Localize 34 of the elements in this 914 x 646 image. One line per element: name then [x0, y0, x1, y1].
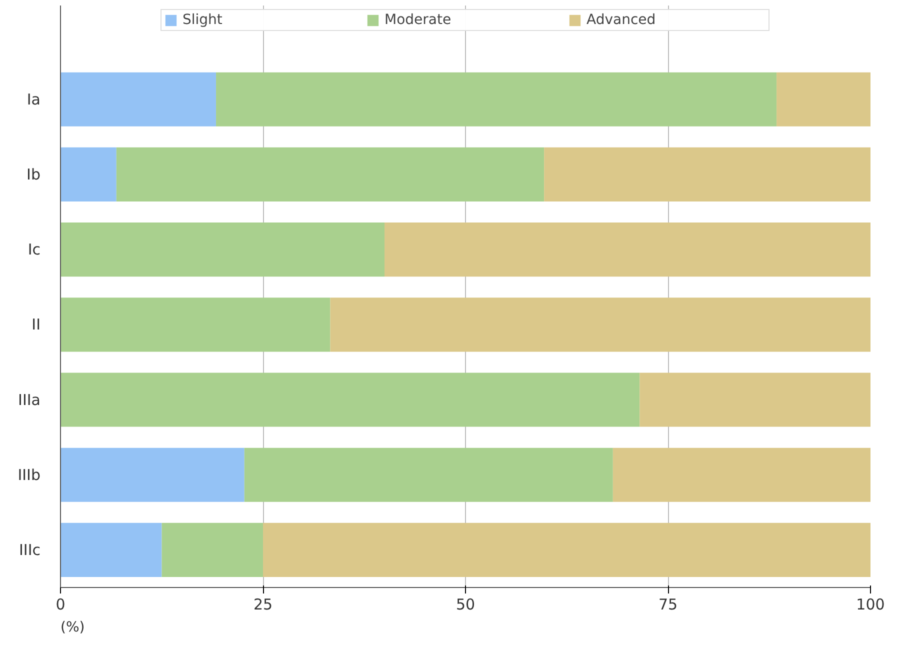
y-tick-label: II: [32, 316, 41, 334]
legend-label: Moderate: [384, 12, 452, 28]
bar: [60, 522, 162, 577]
y-tick-label: IIIa: [18, 390, 41, 409]
x-tick-label: 100: [856, 596, 885, 614]
bar: [216, 72, 777, 126]
x-tick-label: 50: [456, 596, 476, 614]
bar: [60, 448, 244, 502]
y-tick-label: Ia: [26, 90, 41, 108]
bar: [162, 522, 263, 577]
x-tick-label: 25: [253, 596, 273, 614]
bar: [544, 147, 870, 202]
bar: [116, 147, 544, 202]
x-tick-label: 0: [56, 596, 66, 614]
bar: [612, 448, 870, 502]
bar: [60, 72, 216, 126]
y-tick-label: Ic: [28, 240, 40, 259]
legend-label: Slight: [182, 12, 224, 28]
legend-label: Advanced: [586, 12, 657, 28]
bar: [60, 298, 330, 352]
bar: [640, 372, 870, 427]
y-tick-label: IIIb: [18, 466, 41, 484]
bar: [60, 222, 384, 277]
bar: [263, 522, 870, 577]
x-axis-title: (%): [60, 620, 85, 636]
y-tick-label: Ib: [26, 165, 41, 184]
x-tick-label: 75: [658, 596, 678, 614]
bar: [60, 147, 116, 202]
bar: [330, 298, 870, 352]
bar: [244, 448, 613, 502]
bar: [776, 72, 870, 126]
y-tick-label: IIIc: [18, 540, 41, 559]
bar: [60, 372, 640, 427]
bar: [384, 222, 870, 277]
